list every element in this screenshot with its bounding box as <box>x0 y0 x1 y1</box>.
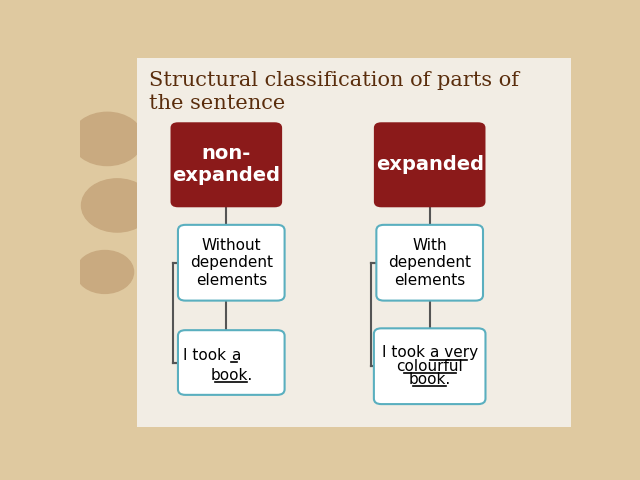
Text: Structural classification of parts of
the sentence: Structural classification of parts of th… <box>150 71 520 113</box>
FancyBboxPatch shape <box>374 328 486 404</box>
Text: book.: book. <box>210 368 252 383</box>
FancyBboxPatch shape <box>374 122 486 207</box>
Text: a: a <box>231 348 241 363</box>
Text: With
dependent
elements: With dependent elements <box>388 238 471 288</box>
Text: Without
dependent
elements: Without dependent elements <box>190 238 273 288</box>
Circle shape <box>76 251 134 293</box>
Text: a very: a very <box>429 346 478 360</box>
Circle shape <box>81 179 153 232</box>
FancyBboxPatch shape <box>137 58 571 427</box>
FancyBboxPatch shape <box>170 122 282 207</box>
FancyBboxPatch shape <box>376 225 483 300</box>
Text: book.: book. <box>408 372 451 387</box>
FancyBboxPatch shape <box>178 330 285 395</box>
FancyBboxPatch shape <box>178 225 285 300</box>
Text: expanded: expanded <box>376 156 484 174</box>
Text: I took: I took <box>382 346 429 360</box>
Circle shape <box>72 112 143 166</box>
Text: colourful: colourful <box>396 359 463 374</box>
Text: non-
expanded: non- expanded <box>172 144 280 185</box>
Text: I took: I took <box>184 348 231 363</box>
